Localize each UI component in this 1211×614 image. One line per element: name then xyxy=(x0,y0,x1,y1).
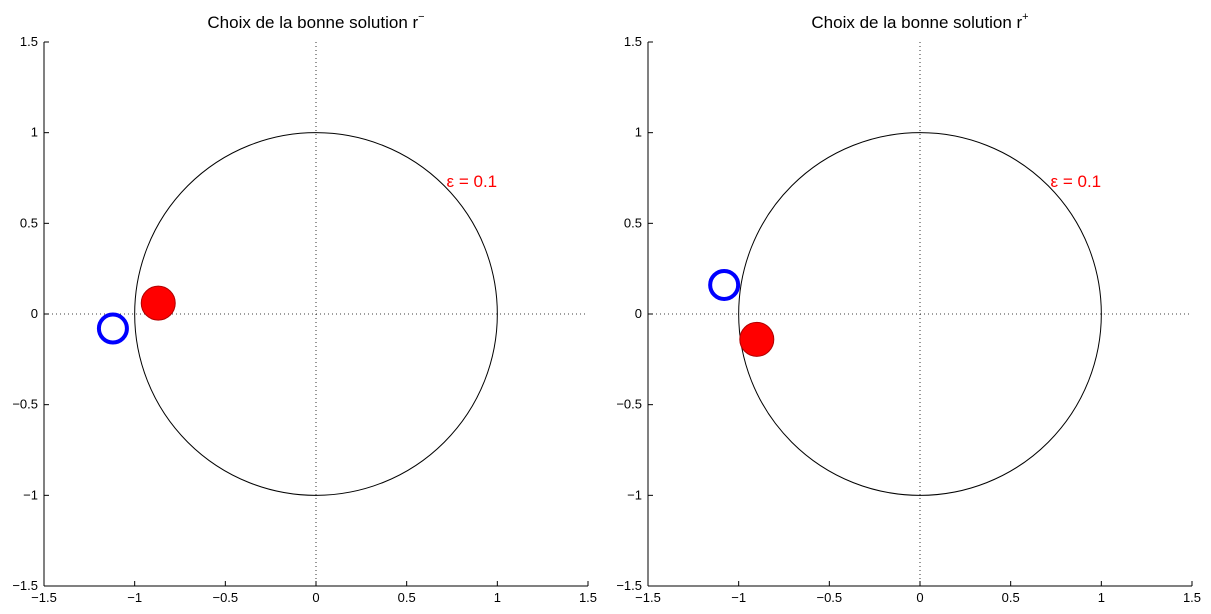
left-unit-circle xyxy=(134,132,498,496)
right-y-tick-label: −1.5 xyxy=(616,578,642,593)
right-chart-title: Choix de la bonne solution r+ xyxy=(811,11,1028,32)
right-x-tick-label: 0.5 xyxy=(1002,590,1020,605)
right-y-tick-label: 0.5 xyxy=(624,215,642,230)
left-y-tick-label: −1.5 xyxy=(12,578,38,593)
right-x-tick-label: 1.5 xyxy=(1183,590,1201,605)
right-x-tick-label: −0.5 xyxy=(816,590,842,605)
left-y-tick-label: 1 xyxy=(31,125,38,140)
right-x-tick-label: −1 xyxy=(731,590,746,605)
right-chart-panel: Choix de la bonne solution r+ −1.5 −1 −0.5… xyxy=(616,11,1201,605)
right-x-tick-label: 1 xyxy=(1098,590,1105,605)
left-x-tick-label: 0 xyxy=(312,590,319,605)
left-x-tick-label: 1 xyxy=(494,590,501,605)
left-x-tick-label: −1 xyxy=(127,590,142,605)
right-filled-circle-point xyxy=(739,321,775,357)
left-open-circle-point xyxy=(96,312,129,345)
left-epsilon-annotation: ε = 0.1 xyxy=(447,172,498,191)
left-x-tick-label: 1.5 xyxy=(579,590,597,605)
left-y-tick-label: 0 xyxy=(31,306,38,321)
left-x-tick-label: −1.5 xyxy=(31,590,57,605)
right-y-tick-label: 1 xyxy=(635,125,642,140)
left-chart-panel: Choix de la bonne solution r− −1.5 −1 −0.5… xyxy=(12,11,597,605)
left-filled-circle-point xyxy=(140,285,176,321)
right-epsilon-annotation: ε = 0.1 xyxy=(1051,172,1102,191)
left-y-tick-label: −0.5 xyxy=(12,397,38,412)
left-x-tick-label: 0.5 xyxy=(398,590,416,605)
left-y-tick-label: 1.5 xyxy=(20,34,38,49)
right-y-tick-label: 0 xyxy=(635,306,642,321)
right-unit-circle xyxy=(738,132,1102,496)
right-y-tick-label: −0.5 xyxy=(616,397,642,412)
left-x-tick-label: −0.5 xyxy=(212,590,238,605)
right-x-tick-label: −1.5 xyxy=(635,590,661,605)
right-y-tick-label: 1.5 xyxy=(624,34,642,49)
right-y-tick-label: −1 xyxy=(627,487,642,502)
left-chart-title: Choix de la bonne solution r− xyxy=(207,11,424,32)
right-x-tick-label: 0 xyxy=(916,590,923,605)
right-open-circle-point xyxy=(708,268,741,301)
left-y-tick-label: −1 xyxy=(23,487,38,502)
left-y-tick-label: 0.5 xyxy=(20,215,38,230)
